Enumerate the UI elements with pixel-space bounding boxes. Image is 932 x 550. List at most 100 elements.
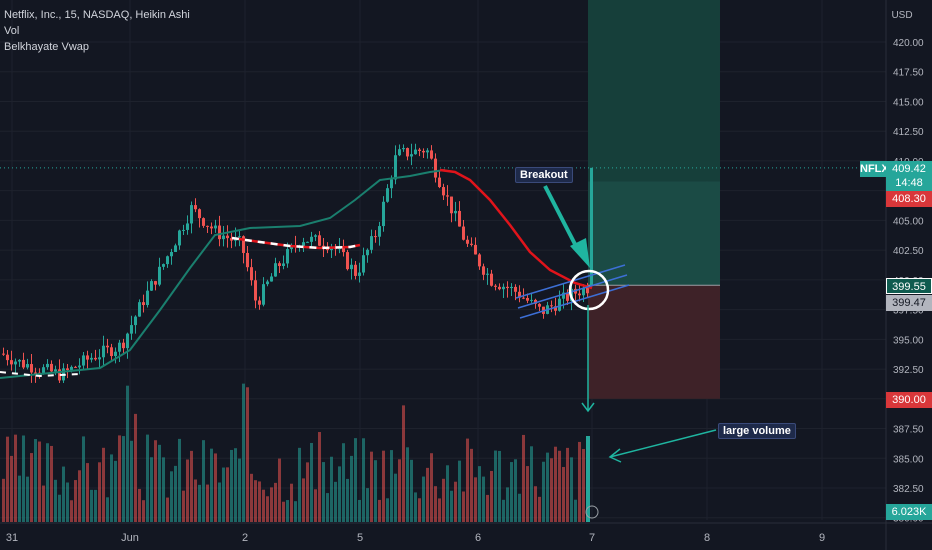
volume-bar <box>162 457 165 522</box>
legend-symbol[interactable]: Netflix, Inc., 15, NASDAQ, Heikin Ashi <box>4 9 190 21</box>
volume-bar <box>438 498 441 522</box>
volume-bar <box>370 451 373 522</box>
candle-body <box>286 249 289 264</box>
candle-body <box>342 248 345 253</box>
candle-body <box>194 205 197 210</box>
volume-bar <box>42 485 45 522</box>
candle-body <box>178 230 181 246</box>
candle-body <box>74 366 77 368</box>
volume-bar <box>130 440 133 522</box>
volume-bar <box>206 484 209 522</box>
candle-body <box>94 357 97 360</box>
candle-body <box>50 363 53 372</box>
volume-bar <box>506 487 509 522</box>
volume-bar <box>114 460 117 522</box>
volume-bar <box>458 460 461 522</box>
legend-volume[interactable]: Vol <box>4 25 20 37</box>
candle-body <box>582 287 585 296</box>
candle-body <box>554 306 557 311</box>
candle-body <box>526 297 529 301</box>
candle-body <box>114 351 117 357</box>
candle-body <box>182 229 185 231</box>
volume-bar <box>50 445 53 522</box>
volume-bar <box>354 438 357 522</box>
candle-body <box>102 345 105 358</box>
volume-bar <box>14 434 17 522</box>
candle-body <box>530 299 533 301</box>
volume-bar <box>226 467 229 522</box>
breakout-label[interactable]: Breakout <box>515 167 573 183</box>
large-volume-label[interactable]: large volume <box>718 423 796 439</box>
candle-body <box>454 210 457 214</box>
breakout-arrow-shaft <box>543 185 580 251</box>
candle-body <box>186 223 189 230</box>
candle-body <box>86 355 89 360</box>
volume-bar <box>326 493 329 522</box>
candle-body <box>458 210 461 227</box>
candle-body <box>6 354 9 361</box>
candle-body <box>202 218 205 226</box>
candle-body <box>418 149 421 151</box>
candle-body <box>126 333 129 349</box>
time-tick-label: 9 <box>819 532 825 544</box>
candle-body <box>146 290 149 306</box>
volume-bar <box>258 481 261 522</box>
vwap-left-dashes <box>0 371 81 378</box>
candle-body <box>26 364 29 368</box>
volume-bar <box>566 447 569 522</box>
candle-body <box>514 286 517 292</box>
candle-body <box>310 236 313 242</box>
candle-body <box>78 365 81 368</box>
candle-body <box>398 149 401 156</box>
price-tick-label: 395.00 <box>893 335 924 346</box>
volume-bar <box>18 475 21 522</box>
candle-body <box>442 187 445 196</box>
volume-bar <box>66 482 69 522</box>
vwap-red-line <box>439 168 593 290</box>
volume-bar <box>338 466 341 522</box>
price-tick-label: 405.00 <box>893 216 924 227</box>
candle-body <box>262 284 265 305</box>
volume-bar <box>478 466 481 522</box>
time-tick-label: 2 <box>242 532 248 544</box>
candle-body <box>106 345 109 348</box>
candle-body <box>2 353 5 355</box>
volume-bar <box>502 499 505 522</box>
last-price-tag: 409.42 <box>886 161 932 177</box>
volume-bar <box>442 478 445 522</box>
candle-body <box>358 272 361 276</box>
volume-bar <box>426 467 429 522</box>
volume-bar <box>510 462 513 522</box>
candle-body <box>30 364 33 373</box>
candle-body <box>282 263 285 266</box>
volume-bar <box>218 482 221 522</box>
volume-bar <box>346 478 349 522</box>
candle-body <box>82 355 85 366</box>
volume-bar <box>414 492 417 522</box>
volume-bar <box>270 487 273 522</box>
candle-body <box>274 263 277 277</box>
volume-bar <box>178 438 181 522</box>
candle-body <box>446 195 449 197</box>
candle-body <box>374 236 377 238</box>
target-price-tag: 408.30 <box>886 191 932 207</box>
candle-body <box>318 235 321 246</box>
price-tick-label: 385.00 <box>893 454 924 465</box>
channel-line <box>517 274 628 309</box>
candle-body <box>302 242 305 247</box>
volume-bar <box>74 480 77 522</box>
breakout-arrow-head <box>570 238 590 268</box>
legend-vwap[interactable]: Belkhayate Vwap <box>4 41 89 53</box>
time-tick-label: 6 <box>475 532 481 544</box>
volume-bar <box>394 473 397 522</box>
candle-body <box>166 256 169 265</box>
volume-bar <box>358 499 361 522</box>
volume-bar <box>350 455 353 522</box>
candle-body <box>390 179 393 189</box>
candle-body <box>138 302 141 317</box>
candle-body <box>46 363 49 368</box>
candle-body <box>406 148 409 157</box>
volume-bar <box>298 447 301 522</box>
profit-zone <box>588 181 720 286</box>
